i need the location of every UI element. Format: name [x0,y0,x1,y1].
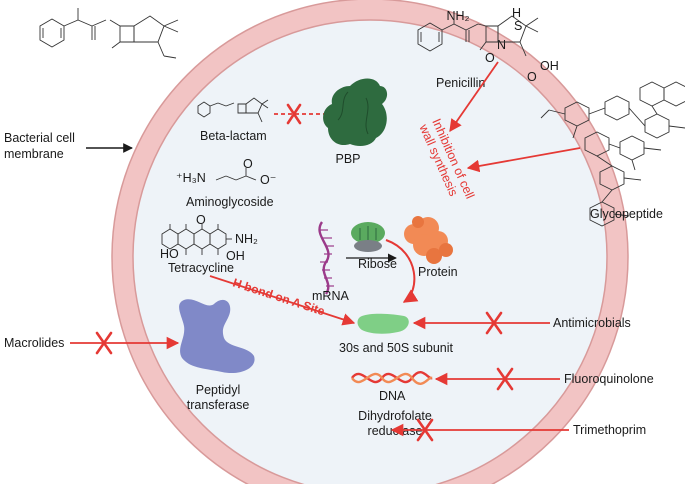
dna-helix [351,371,433,385]
protein-to-subunit-arrow [385,239,419,303]
penicillin-structure [39,8,179,59]
penicillin-sulfur: S [514,19,522,33]
protein-label: Protein [418,265,458,279]
beta-lactam-block-x [286,103,302,125]
tetracycline-label: Tetracycline [168,261,234,275]
dhfr-line1: Dihydrofolate [358,409,432,423]
mrna-label: mRNA [312,289,349,303]
peptidyl-line1: Peptidyl [196,383,240,397]
glycopeptide-structure [540,81,685,227]
antimicrobials-label: Antimicrobials [553,316,631,330]
aminoglycoside-label: Aminoglycoside [186,195,274,209]
glycopeptide-label: Glycopeptide [590,207,663,221]
antimicrobials-block-x [485,311,503,335]
beta-lactam-structure [197,97,269,123]
mrna-bases [320,229,334,287]
pbp-label: PBP [335,152,360,166]
penicillin-amine: NH₂ [447,9,470,23]
penicillin-label: Penicillin [436,76,485,90]
tetracycline-structure [161,224,232,255]
peptidyl-transferase [179,299,255,374]
fluoroquinolone-label: Fluoroquinolone [564,372,654,386]
membrane-label-line2: membrane [4,147,64,161]
pbp-protein [323,78,388,146]
macrolides-label: Macrolides [4,336,64,350]
beta-lactam-label: Beta-lactam [200,129,267,143]
ribosome-subunit-label: 30s and 50S subunit [339,341,454,355]
ribosome-subunit [357,313,409,334]
tetracycline-arrow [209,275,356,326]
ribose-label: Ribose [358,257,397,271]
penicillin-carbonyl: O [485,51,495,65]
penicillin-nitrogen: N [497,38,506,52]
macrolides-block-x [95,331,113,355]
protein-cluster [404,216,453,264]
tetracycline-hydroxyl: OH [226,249,245,263]
penicillin-hydrogen: H [512,6,521,20]
glycopeptide-arrow [466,147,581,173]
penicillin-acid-oxygen: O [527,70,537,84]
aminoglycoside-anion: O⁻ [260,173,276,187]
ribosome-small [354,240,382,252]
dhfr-line2: reductase [368,424,423,438]
aminoglycoside-oxygen: O [243,157,253,171]
fluoroquinolone-block-x [496,367,514,391]
peptidyl-line2: transferase [187,398,250,412]
aminoglycoside-structure [215,168,257,181]
penicillin-skeleton [417,14,539,57]
aminoglycoside-cation: ⁺H₃N [176,171,206,185]
penicillin-atoms: NH₂ H S N O OH O [447,6,559,84]
trimethoprim-label: Trimethoprim [573,423,646,437]
penicillin-arrow [449,61,499,133]
tetracycline-amide: NH₂ [235,232,258,246]
dna-label: DNA [379,389,406,403]
trimethoprim-block-x [416,418,434,442]
tetracycline-hydroxyl2: HO [160,247,179,261]
tetracycline-oxygen: O [196,213,206,227]
cytoplasm [132,19,608,484]
membrane-label-line1: Bacterial cell [4,131,75,145]
penicillin-hydroxyl: OH [540,59,559,73]
